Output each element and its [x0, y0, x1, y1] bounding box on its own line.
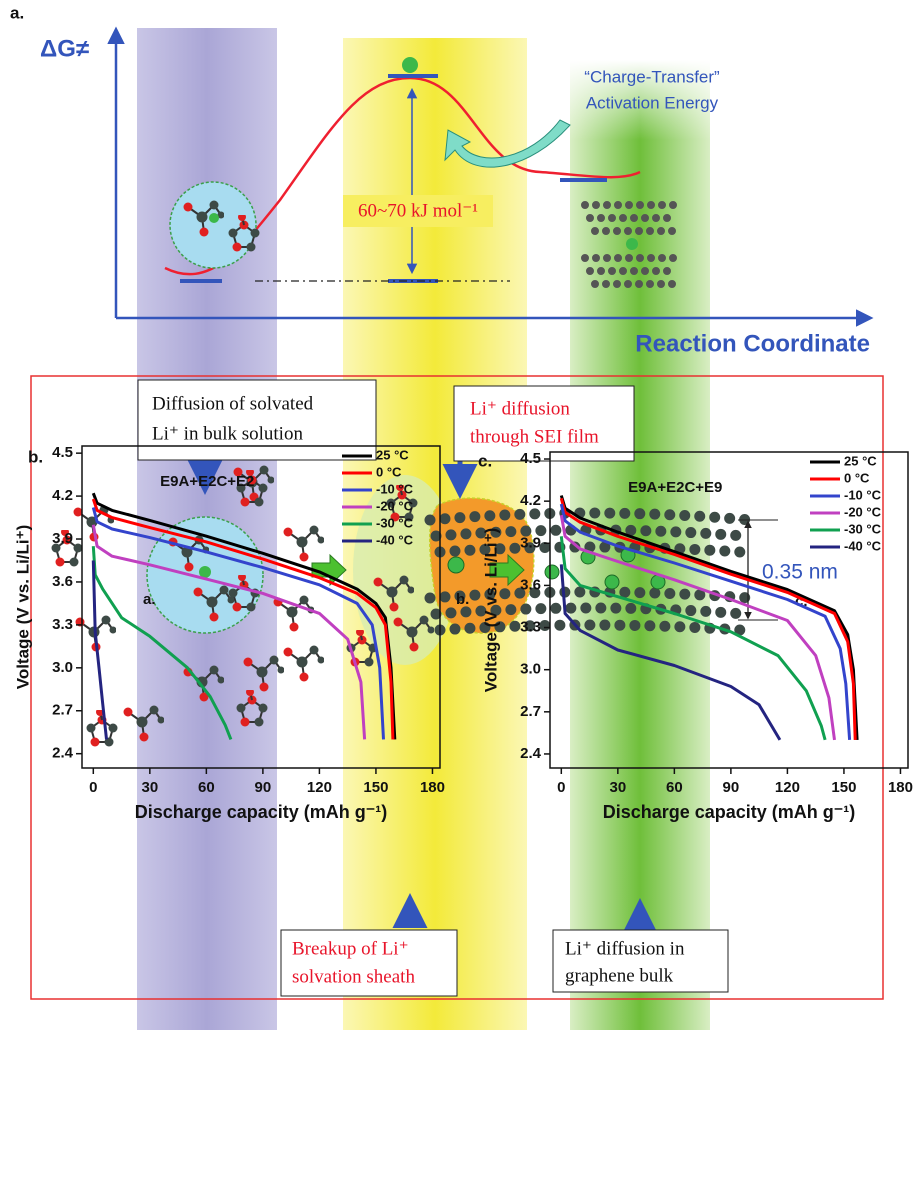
y-tick-label: 3.6	[520, 576, 541, 593]
series-line	[559, 564, 782, 741]
graphene-sketch	[581, 201, 679, 288]
x-tick-label: 180	[420, 779, 445, 796]
panel-label: b.	[28, 447, 43, 466]
box-text: solvation sheath	[292, 966, 415, 987]
legend-label: -10 °C	[376, 481, 414, 496]
box-text: Li⁺ diffusion in	[565, 938, 685, 959]
legend-label: 25 °C	[376, 447, 409, 462]
legend-label: 0 °C	[844, 470, 870, 485]
series-line	[559, 497, 857, 740]
curved-arrow	[444, 119, 571, 168]
x-tick-label: 90	[255, 779, 272, 796]
x-tick-label: 30	[609, 779, 626, 796]
annotation: E9A+E2C+E9	[628, 479, 722, 496]
y-axis-label: Voltage (V vs. Li/Li⁺)	[481, 528, 500, 693]
series-line	[559, 503, 852, 741]
lithium-ion	[402, 57, 418, 73]
y-tick-label: 2.7	[520, 703, 541, 720]
box-text: through SEI film	[470, 426, 599, 447]
x-tick-label: 180	[888, 779, 913, 796]
x-tick-label: 90	[723, 779, 740, 796]
charts: b. 0 30 60 90 120 150 180 2.4 2.7 3.0 3.3 3.6 3.9 4.2 4…	[13, 444, 912, 822]
legend-label: -30 °C	[376, 515, 414, 530]
annotation: E9A+E2C+E2	[160, 473, 254, 490]
series-line	[91, 498, 395, 740]
y-tick-label: 3.0	[520, 661, 541, 678]
series-line	[559, 536, 827, 741]
x-axis-label: Discharge capacity (mAh g⁻¹)	[135, 802, 388, 822]
series-line	[559, 514, 836, 741]
band-fade	[570, 60, 710, 140]
series-line	[91, 524, 367, 740]
x-tick-label: 150	[363, 779, 388, 796]
x-axis-label: Discharge capacity (mAh g⁻¹)	[603, 802, 856, 822]
series-line	[91, 560, 108, 740]
text-box	[453, 385, 635, 462]
box-text: Breakup of Li⁺	[292, 938, 409, 959]
plot-frame	[549, 451, 909, 769]
barrier-label-box	[343, 195, 493, 227]
x-tick-label: 60	[666, 779, 683, 796]
legend-label: -20 °C	[844, 504, 882, 519]
x-tick-label: 120	[775, 779, 800, 796]
lithium-ion	[209, 213, 219, 223]
y-tick-label: 3.3	[520, 619, 541, 636]
y-tick-label: 3.0	[52, 659, 73, 676]
y-tick-label: 2.4	[52, 745, 74, 762]
lithium-ion	[199, 566, 211, 578]
legend-label: 0 °C	[376, 464, 402, 479]
x-tick-label: 150	[831, 779, 856, 796]
y-tick-label: 2.7	[52, 702, 73, 719]
x-tick-label: 0	[557, 779, 565, 796]
flow-arrow	[489, 553, 525, 587]
lithium-ion	[626, 238, 638, 250]
legend-label: -40 °C	[376, 532, 414, 547]
y-tick-label: 4.2	[52, 487, 73, 504]
y-tick-label: 3.6	[52, 573, 73, 590]
graphene-layers	[424, 507, 756, 636]
x-tick-label: 120	[307, 779, 332, 796]
text-box	[552, 929, 729, 993]
site-label: b.	[456, 591, 469, 608]
y-tick-label: 4.5	[52, 444, 73, 461]
y-tick-label: 3.9	[520, 534, 541, 551]
y-axis-label: Voltage (V vs. Li/Li⁺)	[13, 525, 32, 690]
series-line	[91, 507, 385, 740]
y-tick-label: 2.4	[520, 745, 542, 762]
text-box	[280, 929, 458, 997]
legend-label: 25 °C	[844, 453, 877, 468]
x-tick-label: 30	[141, 779, 158, 796]
y-tick-label: 4.2	[520, 492, 541, 509]
barrier-label: 60~70 kJ mol⁻¹	[358, 200, 478, 221]
box-text: Li⁺ diffusion	[470, 398, 570, 419]
box-text: Diffusion of solvated	[152, 393, 314, 414]
x-tick-label: 60	[198, 779, 215, 796]
panel-label: a.	[10, 3, 24, 22]
legend-label: -30 °C	[844, 521, 882, 536]
box-text: Li⁺ in bulk solution	[152, 423, 303, 444]
x-tick-label: 0	[89, 779, 97, 796]
mechanism-frame	[30, 375, 884, 1000]
y-tick-label: 3.3	[52, 616, 73, 633]
y-tick-label: 4.5	[520, 450, 541, 467]
legend-label: -10 °C	[844, 487, 882, 502]
activation-label: Activation Energy	[586, 93, 719, 112]
plot-frame	[81, 445, 441, 769]
y-tick-label: 3.9	[52, 530, 73, 547]
series-line	[91, 546, 233, 740]
site-label: a.	[143, 591, 156, 608]
panel-label: c.	[478, 451, 492, 470]
coordinate-axis-label: Reaction Coordinate	[635, 330, 870, 357]
activation-label: “Charge-Transfer”	[584, 67, 720, 86]
legend-label: -40 °C	[844, 538, 882, 553]
spacing-label: 0.35 nm	[762, 561, 838, 584]
text-box	[137, 379, 377, 461]
box-text: graphene bulk	[565, 965, 674, 986]
energy-axis-label: ΔG≠	[40, 35, 89, 62]
legend-label: -20 °C	[376, 498, 414, 513]
